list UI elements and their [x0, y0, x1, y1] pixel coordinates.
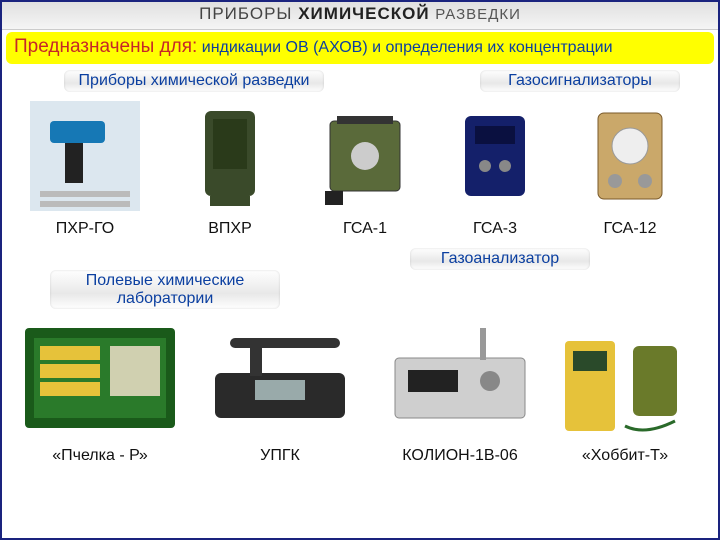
device-cell: ГСА-12 [560, 96, 700, 238]
section-label-devices: Приборы химической разведки [64, 70, 324, 92]
device-cell: ВПХР [160, 96, 300, 238]
device-caption: ГСА-1 [343, 220, 387, 238]
device-cell: ГСА-3 [430, 96, 560, 238]
device-image [30, 96, 140, 216]
device-image [200, 313, 360, 443]
device-cell: УПГК [190, 313, 370, 465]
device-caption: ВПХР [208, 220, 252, 238]
device-cell: КОЛИОН-1В-06 [370, 313, 550, 465]
title-word-1: ПРИБОРЫ [199, 4, 292, 23]
section-label-gas-analyzer: Газоанализатор [410, 248, 590, 270]
device-caption: «Хоббит-Т» [582, 447, 668, 465]
title-word-3: РАЗВЕДКИ [435, 6, 521, 23]
device-image [315, 96, 415, 216]
device-row-1: ПХР-ГО ВПХР ГСА-1 ГСА-3 ГСА-12 [10, 96, 710, 238]
device-cell: «Хоббит-Т» [550, 313, 700, 465]
device-caption: ПХР-ГО [56, 220, 114, 238]
purpose-body: индикации ОВ (АХОВ) и определения их кон… [202, 39, 613, 56]
section-label-field-labs: Полевые химические лаборатории [50, 270, 280, 309]
mid-left-label-row: Полевые химические лаборатории [10, 270, 710, 309]
content-area: Приборы химической разведки Газосигнализ… [2, 70, 718, 465]
device-cell: «Пчелка - Р» [10, 313, 190, 465]
section-label-gas-signal: Газосигнализаторы [480, 70, 680, 92]
purpose-banner: Предназначены для: индикации ОВ (АХОВ) и… [6, 32, 714, 64]
device-image [20, 313, 180, 443]
title-word-2: ХИМИЧЕСКОЙ [298, 4, 429, 23]
device-image [180, 96, 280, 216]
device-caption: «Пчелка - Р» [52, 447, 148, 465]
top-section-labels: Приборы химической разведки Газосигнализ… [10, 70, 710, 92]
mid-section-labels: Газоанализатор [10, 248, 710, 270]
device-image [580, 96, 680, 216]
device-image [445, 96, 545, 216]
device-image [380, 313, 540, 443]
device-cell: ГСА-1 [300, 96, 430, 238]
purpose-lead: Предназначены для: [14, 36, 197, 57]
device-caption: УПГК [260, 447, 300, 465]
device-image [555, 313, 695, 443]
device-row-2: «Пчелка - Р» УПГК КОЛИОН-1В-06 «Хоббит-Т» [10, 313, 710, 465]
device-caption: ГСА-3 [473, 220, 517, 238]
page-title: ПРИБОРЫ ХИМИЧЕСКОЙ РАЗВЕДКИ [2, 2, 718, 30]
device-caption: КОЛИОН-1В-06 [402, 447, 517, 465]
device-cell: ПХР-ГО [10, 96, 160, 238]
device-caption: ГСА-12 [604, 220, 657, 238]
